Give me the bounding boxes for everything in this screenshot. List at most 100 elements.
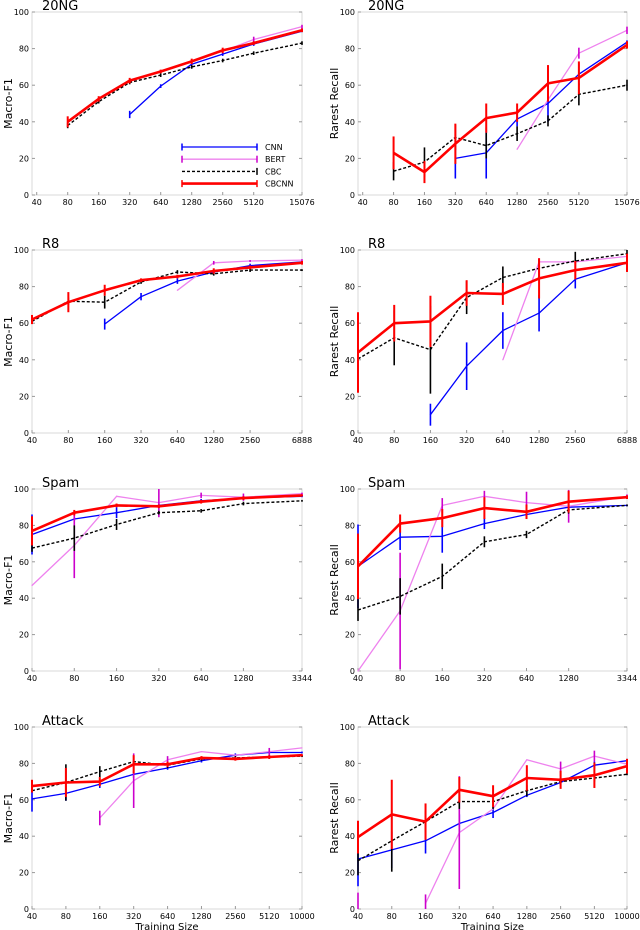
x-tick-label: 640: [519, 674, 534, 683]
y-axis-label: Macro-F1: [2, 316, 15, 367]
series-cnn: [429, 260, 628, 426]
y-tick-label: 80: [345, 283, 355, 292]
y-tick-label: 40: [345, 594, 355, 603]
y-tick-label: 0: [350, 905, 355, 914]
series-cbc: [31, 499, 303, 552]
plot-frame: [357, 11, 628, 196]
x-tick-label: 160: [423, 436, 438, 445]
series-cbcnn: [31, 494, 303, 546]
y-tick-label: 80: [19, 521, 29, 530]
x-tick-label: 1280: [507, 198, 527, 207]
x-tick-label: 640: [153, 198, 168, 207]
series-cnn: [357, 503, 628, 609]
x-axis-label: Training Size: [460, 922, 524, 930]
series-bert: [357, 489, 628, 672]
series-cbc: [392, 79, 628, 181]
data-point-bert: [31, 584, 33, 587]
x-tick-label: 15076: [289, 198, 314, 207]
series-cbcnn: [357, 253, 628, 393]
series-line-cnn: [429, 262, 628, 416]
y-tick-label: 60: [19, 796, 29, 805]
y-tick-label: 100: [14, 723, 29, 732]
panel-title: Spam: [42, 476, 79, 491]
series-line-bert: [177, 259, 303, 291]
series-bert: [31, 489, 303, 587]
series-line-cbc: [67, 42, 303, 127]
x-tick-label: 2560: [240, 436, 260, 445]
panel-attack-macro-f1: 0 20 40 60 80 100 40 80 160 320 640 1280 2560 5120 100…: [2, 714, 315, 930]
y-tick-label: 80: [345, 45, 355, 54]
x-tick-label: 80: [388, 198, 398, 207]
legend-label-cbc: CBC: [265, 167, 282, 176]
y-tick-label: 80: [345, 521, 355, 530]
x-tick-label: 160: [92, 912, 107, 921]
y-tick-label: 0: [350, 191, 355, 200]
panel-title: R8: [368, 237, 385, 252]
y-tick-label: 80: [19, 283, 29, 292]
y-tick-label: 0: [24, 429, 29, 438]
panel-r8-macro-f1: 0 20 40 60 80 100 40 80 160 320 640 1280 2560 6888 R8 M…: [2, 237, 312, 445]
y-tick-label: 100: [340, 8, 355, 17]
series-bert: [516, 26, 628, 150]
x-tick-label: 160: [97, 436, 112, 445]
series-cbcnn: [31, 260, 303, 325]
series-line-bert: [31, 492, 303, 586]
series-line-cbcnn: [31, 261, 303, 321]
y-tick-label: 80: [19, 45, 29, 54]
panel-title: 20NG: [368, 0, 404, 14]
data-point-bert: [200, 750, 203, 753]
y-tick-label: 40: [19, 118, 29, 127]
x-tick-label: 320: [126, 912, 141, 921]
y-tick-label: 0: [24, 191, 29, 200]
x-tick-label: 640: [193, 674, 208, 683]
x-tick-label: 2560: [565, 436, 585, 445]
x-tick-label: 2560: [213, 198, 233, 207]
panel-spam-macro-f1: 0 20 40 60 80 100 40 80 160 320 640 1280 3344 Spam Mac…: [2, 476, 312, 683]
y-tick-label: 20: [345, 869, 355, 878]
y-tick-label: 40: [345, 118, 355, 127]
x-tick-label: 3344: [617, 674, 637, 683]
series-bert: [176, 259, 303, 291]
x-tick-label: 5120: [259, 912, 279, 921]
x-tick-label: 80: [63, 198, 73, 207]
series-line-cbcnn: [66, 29, 303, 123]
y-tick-label: 20: [19, 869, 29, 878]
x-tick-label: 320: [459, 436, 474, 445]
series-line-bert: [516, 29, 628, 150]
legend-label-bert: BERT: [265, 155, 286, 164]
plot-frame: [31, 249, 303, 434]
series-cbcnn: [31, 753, 303, 798]
series-cbcnn: [66, 28, 303, 128]
x-tick-label: 2560: [225, 912, 245, 921]
panel-title: R8: [42, 237, 59, 252]
y-tick-label: 60: [19, 319, 29, 328]
x-tick-label: 40: [32, 198, 42, 207]
panel-20ng-rarest-recall: 0 20 40 60 80 100 40 80 160 320 640 1280 2560 5120 150…: [328, 0, 640, 207]
legend: CNN BERT CBC CBCNN: [181, 143, 294, 189]
series-line-cbc: [393, 84, 628, 172]
x-tick-label: 5120: [569, 198, 589, 207]
y-tick-label: 60: [19, 558, 29, 567]
y-axis-label: Macro-F1: [2, 793, 15, 844]
y-tick-label: 60: [345, 319, 355, 328]
plot-frame: [357, 726, 628, 910]
x-tick-label: 6888: [292, 436, 312, 445]
series-line-cbcnn: [392, 43, 628, 174]
y-tick-label: 100: [14, 246, 29, 255]
x-tick-label: 40: [353, 674, 363, 683]
y-axis-label: Macro-F1: [2, 78, 15, 129]
x-tick-label: 320: [448, 198, 463, 207]
x-tick-label: 80: [63, 436, 73, 445]
series-line-cnn: [455, 41, 628, 160]
plot-frame: [31, 11, 303, 196]
series-line-cbc: [357, 504, 628, 611]
series-bert: [357, 750, 628, 909]
y-tick-label: 80: [19, 759, 29, 768]
x-tick-label: 40: [353, 912, 363, 921]
x-tick-label: 160: [91, 198, 106, 207]
y-tick-label: 20: [345, 631, 355, 640]
y-tick-label: 20: [19, 154, 29, 163]
series-line-cnn: [31, 495, 303, 536]
x-tick-label: 160: [417, 198, 432, 207]
x-tick-label: 320: [452, 912, 467, 921]
